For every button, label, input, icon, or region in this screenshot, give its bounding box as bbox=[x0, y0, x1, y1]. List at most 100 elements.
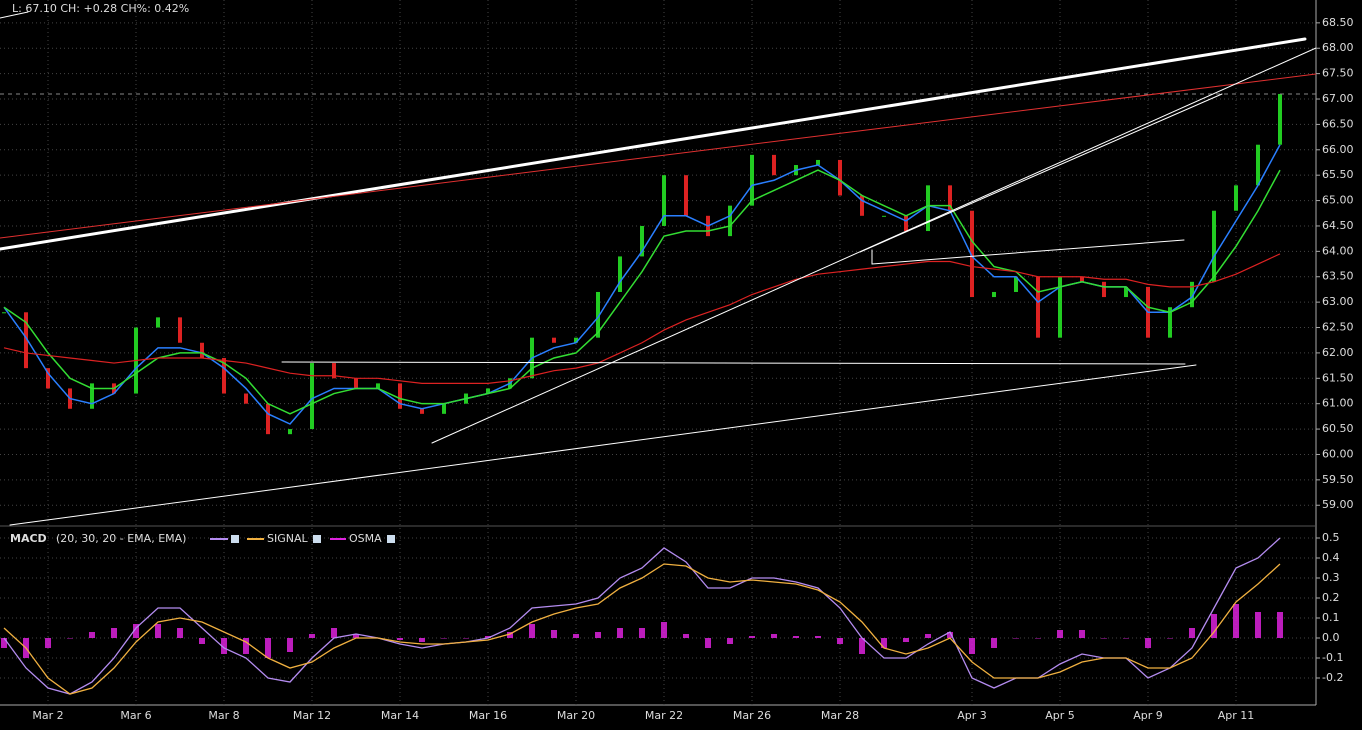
x-tick-label: Apr 9 bbox=[1133, 709, 1163, 722]
x-tick-label: Mar 20 bbox=[557, 709, 595, 722]
y-tick-label: 66.50 bbox=[1322, 117, 1354, 130]
osma-bar bbox=[771, 634, 777, 638]
y-tick-label: 59.00 bbox=[1322, 498, 1354, 511]
price-bar bbox=[420, 408, 424, 414]
series-line bbox=[3, 537, 1281, 695]
osma-bar bbox=[1233, 604, 1239, 638]
price-bar bbox=[596, 291, 600, 338]
x-tick-label: Mar 28 bbox=[821, 709, 859, 722]
osma-bar bbox=[639, 628, 645, 638]
price-bar bbox=[838, 159, 842, 196]
osma-bar bbox=[925, 634, 931, 638]
legend-checkbox[interactable] bbox=[387, 535, 395, 543]
y-tick-label: 63.50 bbox=[1322, 270, 1354, 283]
price-bar bbox=[904, 215, 908, 232]
legend-checkbox[interactable] bbox=[231, 535, 239, 543]
price-bar bbox=[442, 403, 446, 414]
price-bar bbox=[376, 383, 380, 389]
x-tick-label: Mar 2 bbox=[32, 709, 63, 722]
osma-bar bbox=[1255, 612, 1261, 638]
x-tick-label: Mar 22 bbox=[645, 709, 683, 722]
osma-bar bbox=[1277, 612, 1283, 638]
trend-line bbox=[9, 364, 1197, 526]
price-bar bbox=[684, 175, 688, 216]
y-tick-label: 67.00 bbox=[1322, 92, 1354, 105]
x-tick-label: Mar 12 bbox=[293, 709, 331, 722]
osma-bar bbox=[155, 624, 161, 638]
y-tick-label: 62.50 bbox=[1322, 321, 1354, 334]
x-tick-label: Mar 16 bbox=[469, 709, 507, 722]
marks bbox=[0, 93, 1316, 695]
price-bar bbox=[728, 205, 732, 237]
x-tick-label: Mar 26 bbox=[733, 709, 771, 722]
x-tick-label: Apr 11 bbox=[1218, 709, 1255, 722]
x-tick-label: Apr 5 bbox=[1045, 709, 1075, 722]
osma-bar bbox=[551, 630, 557, 638]
price-bar bbox=[46, 368, 50, 389]
price-bar bbox=[948, 185, 952, 211]
price-bar bbox=[1168, 307, 1172, 338]
osma-bar bbox=[463, 638, 469, 639]
osma-bar bbox=[243, 638, 249, 654]
price-bar bbox=[750, 154, 754, 206]
osma-bar bbox=[1035, 638, 1041, 639]
price-bar bbox=[662, 175, 666, 226]
osma-bar bbox=[1079, 630, 1085, 638]
y-tick-label: 59.50 bbox=[1322, 473, 1354, 486]
y-tick-label: 65.50 bbox=[1322, 168, 1354, 181]
price-bar bbox=[816, 159, 820, 166]
osma-bar bbox=[177, 628, 183, 638]
price-bar bbox=[1212, 210, 1216, 282]
price-bar bbox=[992, 291, 996, 298]
y-tick-label: 65.00 bbox=[1322, 194, 1354, 207]
osma-bar bbox=[1211, 614, 1217, 638]
price-bar bbox=[266, 403, 270, 435]
osma-bar bbox=[265, 638, 271, 658]
osma-bar bbox=[1123, 638, 1129, 639]
osma-bar bbox=[1145, 638, 1151, 648]
y-tick-label: 0.4 bbox=[1322, 551, 1340, 564]
price-bar bbox=[882, 215, 886, 217]
y-tick-label: 64.00 bbox=[1322, 244, 1354, 257]
price-bar bbox=[354, 378, 358, 389]
price-bar bbox=[1014, 276, 1018, 292]
osma-bar bbox=[485, 636, 491, 638]
y-tick-label: 66.00 bbox=[1322, 143, 1354, 156]
price-bar bbox=[222, 357, 226, 394]
osma-bar bbox=[991, 638, 997, 648]
x-tick-label: Mar 8 bbox=[208, 709, 239, 722]
indicator-params: (20, 30, 20 - EMA, EMA) bbox=[56, 532, 186, 545]
macd-legend: MACD (20, 30, 20 - EMA, EMA) SIGNAL OSMA bbox=[10, 532, 395, 545]
osma-bar bbox=[199, 638, 205, 644]
legend-checkbox[interactable] bbox=[313, 535, 321, 543]
osma-bar bbox=[705, 638, 711, 648]
y-tick-label: 0.1 bbox=[1322, 611, 1340, 624]
osma-bar bbox=[331, 628, 337, 638]
price-bar bbox=[552, 337, 556, 343]
osma-bar bbox=[595, 632, 601, 638]
osma-bar bbox=[617, 628, 623, 638]
osma-bar bbox=[419, 638, 425, 642]
price-readout: L: 67.10 CH: +0.28 CH%: 0.42% bbox=[12, 2, 189, 15]
y-tick-label: -0.1 bbox=[1322, 651, 1343, 664]
price-bar bbox=[860, 195, 864, 216]
osma-bar bbox=[1057, 630, 1063, 638]
price-bar bbox=[574, 337, 578, 343]
y-tick-label: 68.00 bbox=[1322, 41, 1354, 54]
osma-bar bbox=[1167, 638, 1173, 639]
trend-line bbox=[859, 93, 1223, 253]
price-bar bbox=[398, 383, 402, 409]
osma-bar bbox=[947, 632, 953, 638]
osma-bar bbox=[749, 636, 755, 638]
legend-label: SIGNAL bbox=[267, 532, 309, 545]
price-bar bbox=[1036, 276, 1040, 338]
price-bar bbox=[1278, 93, 1282, 145]
osma-bar bbox=[397, 638, 403, 640]
osma-bar bbox=[1101, 638, 1107, 639]
osma-bar bbox=[45, 638, 51, 648]
price-bar bbox=[244, 393, 248, 404]
y-tick-label: 61.50 bbox=[1322, 371, 1354, 384]
osma-bar bbox=[353, 634, 359, 638]
